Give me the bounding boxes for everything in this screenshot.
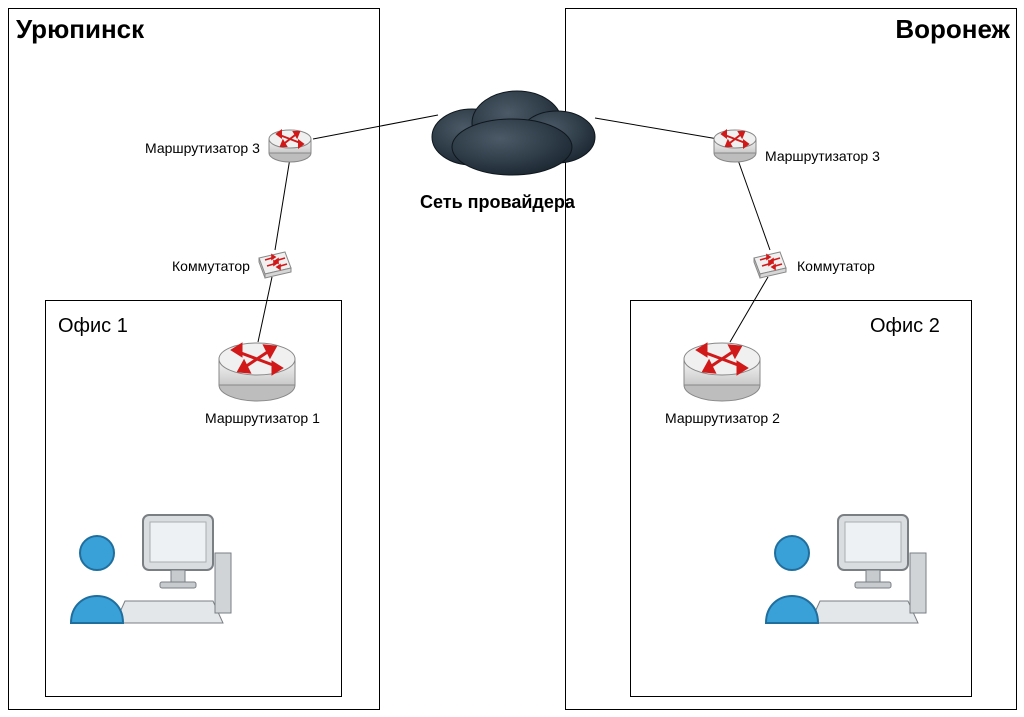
site-title-right: Воронеж [895,14,1010,45]
office-title-left: Офис 1 [58,315,128,338]
router-label: Маршрутизатор 1 [205,410,320,426]
router-label: Маршрутизатор 2 [665,410,780,426]
switch-icon [255,248,295,285]
router-icon [215,335,299,410]
router-icon [712,125,758,170]
switch-icon [750,248,790,285]
user-pc-icon [760,505,930,645]
switch-label: Коммутатор [797,258,875,274]
router-label: Маршрутизатор 3 [765,148,880,164]
site-title-left: Урюпинск [16,14,144,45]
router-label: Маршрутизатор 3 [145,140,260,156]
router-icon [267,125,313,170]
router-icon [680,335,764,410]
user-pc-icon [65,505,235,645]
cloud-label: Сеть провайдера [420,192,575,213]
cloud-icon [417,75,607,190]
switch-label: Коммутатор [172,258,250,274]
office-title-right: Офис 2 [870,315,940,338]
